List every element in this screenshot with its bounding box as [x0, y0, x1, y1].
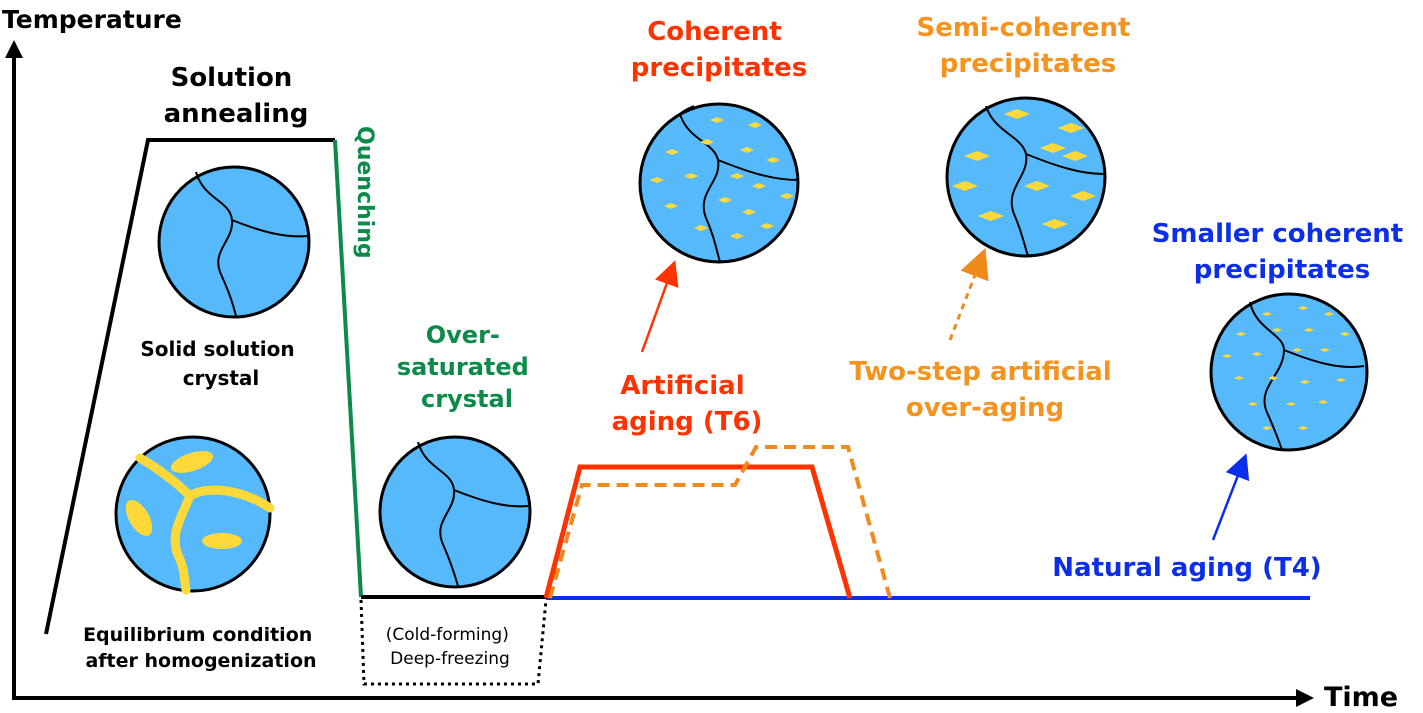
grain-boundary	[679, 113, 721, 263]
smaller-coherent-label: Smaller coherent precipitates	[1152, 219, 1413, 285]
grain-over-saturated	[378, 435, 532, 589]
solid-solution-label: Solid solution crystal	[140, 337, 301, 390]
coherent-arrow	[640, 260, 679, 353]
labels: Solution annealing Quenching Solid solut…	[83, 13, 1413, 672]
x-axis-label: Time	[1324, 682, 1398, 713]
grain-boundary	[1025, 153, 1105, 175]
smaller-coherent-arrow	[1211, 453, 1250, 541]
grain-circle	[157, 165, 311, 319]
grain-circle	[945, 96, 1107, 258]
quenching-label: Quenching	[352, 126, 377, 259]
grain-boundary	[417, 441, 459, 587]
solution-annealing-line	[44, 138, 335, 635]
grain-boundary	[717, 159, 799, 181]
grain-boundary	[679, 105, 695, 115]
grain-boundary	[231, 219, 309, 238]
artificial-aging-label: Artificial aging (T6)	[612, 371, 763, 437]
temperature-profile	[44, 138, 1310, 686]
grain-circle	[378, 435, 532, 589]
grain-smaller-coherent	[1209, 292, 1369, 452]
y-axis-arrowhead	[5, 40, 23, 58]
precipitates	[650, 117, 794, 239]
precipitates	[1222, 306, 1350, 430]
precipitate	[125, 499, 153, 537]
grain-circle	[114, 435, 272, 593]
grain-coherent	[638, 102, 800, 264]
grain-solid-solution	[157, 165, 311, 319]
precipitate-band	[170, 491, 195, 595]
y-axis-label: Temperature	[2, 5, 182, 34]
axes: Temperature Time	[2, 5, 1398, 713]
precipitate	[202, 533, 242, 549]
grain-circle	[1209, 292, 1369, 452]
deep-freezing-line	[359, 599, 548, 686]
coherent-label: Coherent precipitates	[631, 17, 807, 83]
arrows	[640, 247, 1250, 541]
precipitates	[952, 109, 1096, 229]
semi-coherent-arrow	[948, 247, 989, 341]
equilibrium-label: Equilibrium condition after homogenizati…	[83, 624, 319, 672]
solution-annealing-label: Solution annealing	[164, 63, 309, 129]
cold-forming-label: (Cold-forming) Deep-freezing	[386, 625, 515, 669]
grain-boundary	[1283, 349, 1365, 369]
natural-aging-label: Natural aging (T4)	[1052, 553, 1321, 583]
precipitate	[170, 451, 214, 473]
grain-circle	[638, 102, 800, 264]
grain-boundary	[453, 489, 529, 508]
grain-semi-coherent	[945, 96, 1107, 258]
two-step-aging-line	[548, 445, 892, 599]
grain-equilibrium	[114, 435, 275, 595]
grain-boundary	[195, 171, 237, 317]
semi-coherent-label: Semi-coherent precipitates	[916, 13, 1139, 79]
artificial-aging-line	[543, 464, 853, 599]
over-saturated-label: Over- saturated crystal	[397, 321, 537, 413]
grain-boundary	[985, 105, 1029, 257]
quenching-line	[333, 139, 363, 598]
two-step-label: Two-step artificial over-aging	[849, 357, 1121, 423]
x-axis-arrowhead	[1296, 689, 1314, 707]
